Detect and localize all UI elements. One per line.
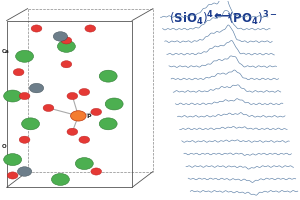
Circle shape <box>105 98 123 110</box>
Circle shape <box>19 92 30 100</box>
Circle shape <box>52 173 69 185</box>
Text: $\mathbf{\longleftrightarrow}$: $\mathbf{\longleftrightarrow}$ <box>211 10 233 23</box>
Circle shape <box>19 136 30 143</box>
Circle shape <box>7 172 18 179</box>
Text: $(\mathbf{SiO_4})^{\mathbf{4-}}$: $(\mathbf{SiO_4})^{\mathbf{4-}}$ <box>169 10 223 28</box>
Circle shape <box>85 25 96 32</box>
Circle shape <box>29 83 44 93</box>
Circle shape <box>79 88 90 96</box>
Circle shape <box>17 167 32 176</box>
Circle shape <box>67 92 78 100</box>
Text: P: P <box>87 114 91 119</box>
Circle shape <box>91 108 102 115</box>
Text: Ca: Ca <box>2 49 10 54</box>
Circle shape <box>99 70 117 82</box>
Circle shape <box>61 37 72 44</box>
Circle shape <box>13 69 24 76</box>
Circle shape <box>53 32 68 41</box>
Circle shape <box>99 118 117 130</box>
Circle shape <box>4 90 22 102</box>
Text: $(\mathbf{PO_4})^{\mathbf{3-}}$: $(\mathbf{PO_4})^{\mathbf{3-}}$ <box>228 10 277 28</box>
Circle shape <box>4 154 22 166</box>
Circle shape <box>67 128 78 135</box>
Circle shape <box>22 118 40 130</box>
Circle shape <box>43 104 54 112</box>
Circle shape <box>70 111 86 121</box>
Circle shape <box>16 50 34 62</box>
Circle shape <box>61 61 72 68</box>
Circle shape <box>75 158 93 170</box>
Circle shape <box>79 136 90 143</box>
Text: O: O <box>2 144 7 149</box>
Circle shape <box>31 25 42 32</box>
Circle shape <box>57 40 75 52</box>
Circle shape <box>91 168 102 175</box>
